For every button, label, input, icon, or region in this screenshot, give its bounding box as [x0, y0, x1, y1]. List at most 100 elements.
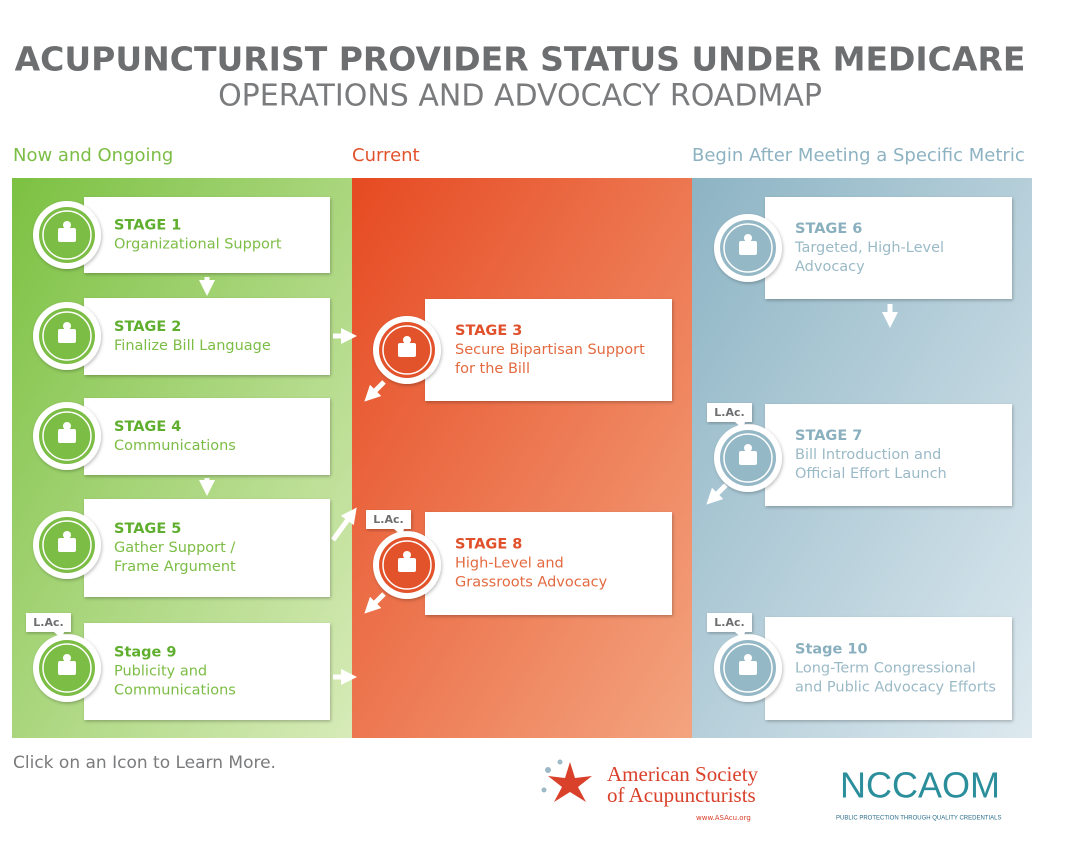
stage-icon[interactable] — [33, 511, 101, 579]
icon-glyph — [744, 444, 752, 452]
stage-title: STAGE 6 — [795, 221, 862, 237]
icon-glyph — [58, 429, 76, 443]
nccaom-tagline: PUBLIC PROTECTION THROUGH QUALITY CREDEN… — [836, 816, 1001, 822]
tag-box — [707, 403, 752, 422]
stage-text: Advocacy — [795, 259, 865, 275]
stage-text: Long-Term Congressional — [795, 661, 976, 677]
tag-box — [366, 510, 411, 529]
icon-glyph — [739, 241, 757, 255]
icon-glyph — [58, 329, 76, 343]
stage: STAGE 7 Bill Introduction and Official Eff… — [707, 403, 1012, 506]
icon-glyph — [403, 551, 411, 559]
stage-icon[interactable] — [33, 201, 101, 269]
stage-text: for the Bill — [455, 361, 530, 377]
tag-pointer — [735, 422, 745, 429]
stage-title: Stage 9 — [114, 645, 177, 661]
icon-glyph — [63, 654, 71, 662]
stage-text: Finalize Bill Language — [114, 338, 271, 354]
stage-text: Communications — [114, 683, 236, 699]
icon-glyph — [403, 336, 411, 344]
stage-icon[interactable] — [373, 316, 441, 384]
tag-box — [707, 613, 752, 632]
tag-label: L.Ac. — [373, 513, 403, 526]
asa-name: of Acupuncturists — [607, 783, 756, 807]
asa-url: www.ASAcu.org — [696, 814, 751, 822]
icon-glyph — [739, 661, 757, 675]
stage-card — [765, 197, 1012, 299]
column-label: Current — [352, 145, 420, 166]
stage: Stage 10 Long-Term Congressional and Publi… — [707, 613, 1012, 720]
icon-glyph — [744, 234, 752, 242]
icon-ring — [42, 411, 92, 461]
icon-ring — [382, 325, 432, 375]
stage-card — [425, 299, 672, 401]
column-label: Now and Ongoing — [13, 145, 173, 166]
stage-text: Bill Introduction and — [795, 447, 941, 463]
icon-ring — [723, 433, 773, 483]
stage-card — [425, 512, 672, 615]
title: ACUPUNCTURIST PROVIDER STATUS UNDER MEDI… — [15, 40, 1026, 79]
stage-title: STAGE 1 — [114, 218, 181, 234]
stage-icon[interactable] — [373, 531, 441, 599]
icon-glyph — [398, 558, 416, 572]
stage-icon[interactable] — [33, 402, 101, 470]
stage-icon[interactable] — [714, 214, 782, 282]
stage-text: Organizational Support — [114, 237, 282, 253]
icon-ring — [723, 643, 773, 693]
tag-pointer — [394, 529, 404, 536]
icon-glyph — [58, 228, 76, 242]
stages: STAGE 1 Organizational Support STAGE 2 Fina… — [26, 197, 1012, 720]
stage-card — [84, 499, 330, 597]
icon-ring — [382, 540, 432, 590]
icon-glyph — [63, 531, 71, 539]
stage-text: Grassroots Advocacy — [455, 575, 608, 591]
stage-title: STAGE 5 — [114, 521, 181, 537]
stage: STAGE 4 Communications — [33, 398, 330, 475]
stage-text: Secure Bipartisan Support — [455, 342, 645, 358]
subtitle: OPERATIONS AND ADVOCACY ROADMAP — [218, 79, 822, 114]
stage-title: STAGE 3 — [455, 323, 522, 339]
icon-glyph — [739, 451, 757, 465]
stage-icon[interactable] — [714, 634, 782, 702]
stage-icon[interactable] — [714, 424, 782, 492]
stage-title: Stage 10 — [795, 642, 868, 658]
icon-ring — [42, 210, 92, 260]
tag-label: L.Ac. — [33, 616, 63, 629]
icon-ring — [42, 520, 92, 570]
stage-icon[interactable] — [33, 302, 101, 370]
stage-card — [84, 197, 330, 273]
stage: STAGE 1 Organizational Support — [33, 197, 330, 273]
column-label: Begin After Meeting a Specific Metric — [692, 145, 1025, 166]
nccaom-name: NCCAOM — [840, 765, 1000, 806]
stage-text: Frame Argument — [114, 559, 236, 575]
stage: STAGE 3 Secure Bipartisan Support for the … — [373, 299, 672, 401]
stage-card — [84, 298, 330, 375]
icon-glyph — [63, 221, 71, 229]
stage-icon[interactable] — [33, 634, 101, 702]
stage-title: STAGE 8 — [455, 537, 522, 553]
stage: STAGE 8 High-Level and Grassroots Advocacy… — [366, 510, 672, 615]
stage-text: High-Level and — [455, 556, 564, 572]
tag-pointer — [735, 632, 745, 639]
stage-text: Communications — [114, 438, 236, 454]
stage-card — [84, 623, 330, 720]
stage: STAGE 5 Gather Support / Frame Argument — [33, 499, 330, 597]
icon-glyph — [744, 654, 752, 662]
stage-title: STAGE 7 — [795, 428, 862, 444]
stage-card — [84, 398, 330, 475]
stage-text: Publicity and — [114, 664, 207, 680]
stage-title: STAGE 2 — [114, 319, 181, 335]
icon-ring — [42, 311, 92, 361]
icon-glyph — [63, 322, 71, 330]
nccaom-logo: NCCAOM PUBLIC PROTECTION THROUGH QUALITY… — [836, 765, 1001, 822]
instruction: Click on an Icon to Learn More. — [13, 753, 276, 773]
stage-text: Gather Support / — [114, 540, 235, 556]
icon-glyph — [58, 538, 76, 552]
tag-label: L.Ac. — [714, 406, 744, 419]
stage: STAGE 6 Targeted, High-Level Advocacy — [714, 197, 1012, 299]
icon-glyph — [58, 661, 76, 675]
arrows — [198, 277, 899, 686]
icon-glyph — [63, 422, 71, 430]
stage-text: Official Effort Launch — [795, 466, 947, 482]
